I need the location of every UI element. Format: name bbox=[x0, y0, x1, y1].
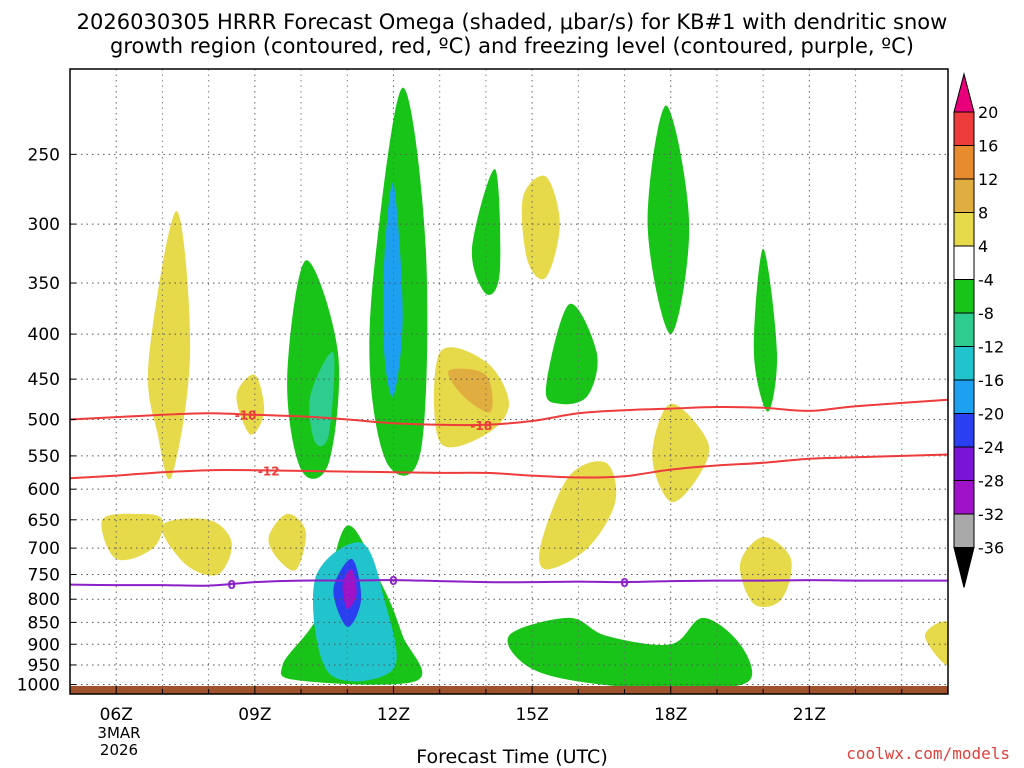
y-tick-label-800: 800 bbox=[28, 590, 60, 610]
omega-region-8 bbox=[652, 403, 710, 503]
colorbar-label-7: -12 bbox=[978, 338, 1004, 357]
colorbar-swatch-4 bbox=[953, 212, 975, 247]
x-date-year: 2026 bbox=[99, 741, 139, 759]
omega-region-0 bbox=[147, 211, 191, 480]
colorbar-bottom-triangle bbox=[953, 547, 975, 588]
omega-region-9 bbox=[739, 537, 792, 608]
colorbar-label-4: 4 bbox=[978, 237, 988, 256]
omega-region-6 bbox=[521, 175, 560, 280]
colorbar-label-9: -20 bbox=[978, 405, 1004, 424]
colorbar-swatch-10 bbox=[953, 413, 975, 448]
x-date-month: 3MAR bbox=[97, 724, 141, 742]
contour-label-1-0: -12 bbox=[258, 464, 280, 478]
omega-region-16 bbox=[647, 105, 690, 335]
contour-line-0 bbox=[70, 398, 948, 427]
colorbar-label-2: 12 bbox=[978, 170, 998, 189]
x-axis-label: Forecast Time (UTC) bbox=[416, 746, 608, 768]
colorbar-swatch-8 bbox=[953, 346, 975, 381]
contour-layer: -18 -18 -12 0 0 0 bbox=[70, 398, 948, 592]
x-tick-label-12Z: 12Z bbox=[377, 705, 410, 725]
y-tick-label-550: 550 bbox=[28, 447, 60, 467]
colorbar-label-12: -32 bbox=[978, 505, 1004, 524]
y-axis: 2503003504004505005506006507007508008509… bbox=[17, 145, 76, 696]
y-tick-label-700: 700 bbox=[28, 539, 60, 559]
colorbar-label-8: -16 bbox=[978, 371, 1004, 390]
omega-region-15 bbox=[545, 303, 598, 405]
y-tick-label-500: 500 bbox=[28, 410, 60, 430]
omega-region-17 bbox=[753, 248, 778, 412]
y-tick-label-600: 600 bbox=[28, 480, 60, 500]
colorbar-label-1: 16 bbox=[978, 137, 998, 156]
x-axis: 06Z 09Z 12Z 15Z 18Z 21Z bbox=[100, 686, 903, 725]
omega-region-4 bbox=[268, 513, 306, 571]
colorbar-swatch-12 bbox=[953, 480, 975, 515]
colorbar-label-13: -36 bbox=[978, 539, 1004, 558]
grid-layer bbox=[70, 69, 948, 694]
source-credit: coolwx.com/models bbox=[846, 744, 1010, 763]
colorbar-swatch-5 bbox=[953, 245, 975, 280]
colorbar-label-10: -24 bbox=[978, 438, 1004, 457]
contour-line-2 bbox=[70, 579, 948, 587]
y-tick-label-1000: 1000 bbox=[17, 676, 60, 696]
contour-line-1 bbox=[70, 453, 948, 480]
y-tick-label-400: 400 bbox=[28, 325, 60, 345]
contour-label-0-1: -18 bbox=[470, 419, 492, 433]
colorbar: 20 16 12 8 4 -4 -8 -12 -16 -20 -24 -28 -32 -36 bbox=[953, 72, 1004, 588]
omega-region-1 bbox=[101, 513, 164, 561]
colorbar-swatch-9 bbox=[953, 379, 975, 414]
y-tick-label-450: 450 bbox=[28, 370, 60, 390]
omega-region-19 bbox=[507, 617, 753, 689]
y-tick-label-900: 900 bbox=[28, 635, 60, 655]
omega-region-2 bbox=[161, 518, 232, 576]
colorbar-swatch-7 bbox=[953, 312, 975, 347]
chart-title-line-1: 2026030305 HRRR Forecast Omega (shaded, … bbox=[76, 10, 948, 34]
plot-frame bbox=[69, 68, 949, 695]
colorbar-swatch-3 bbox=[953, 178, 975, 213]
omega-region-14 bbox=[471, 169, 501, 296]
x-tick-label-18Z: 18Z bbox=[654, 705, 687, 725]
omega-region-22 bbox=[383, 182, 403, 397]
x-tick-label-21Z: 21Z bbox=[793, 705, 826, 725]
omega-region-10 bbox=[924, 621, 948, 665]
omega-region-7 bbox=[539, 461, 617, 570]
contour-label-2-1: 0 bbox=[389, 574, 397, 588]
colorbar-label-0: 20 bbox=[978, 103, 998, 122]
x-tick-label-15Z: 15Z bbox=[515, 705, 548, 725]
y-tick-label-750: 750 bbox=[28, 566, 60, 586]
colorbar-label-5: -4 bbox=[978, 271, 994, 290]
chart-title-line-2: growth region (contoured, red, ºC) and f… bbox=[110, 34, 914, 58]
colorbar-label-11: -28 bbox=[978, 472, 1004, 491]
colorbar-swatch-11 bbox=[953, 446, 975, 481]
y-tick-label-250: 250 bbox=[28, 145, 60, 165]
colorbar-swatch-2 bbox=[953, 145, 975, 180]
colorbar-swatch-13 bbox=[953, 513, 975, 548]
y-tick-label-650: 650 bbox=[28, 511, 60, 531]
omega-region-20 bbox=[309, 351, 335, 447]
colorbar-top-triangle bbox=[953, 72, 975, 113]
omega-shading-layer bbox=[101, 87, 948, 689]
colorbar-label-6: -8 bbox=[978, 304, 994, 323]
y-tick-label-850: 850 bbox=[28, 613, 60, 633]
omega-region-11 bbox=[448, 368, 493, 413]
contour-label-0-0: -18 bbox=[235, 409, 257, 423]
y-tick-label-350: 350 bbox=[28, 274, 60, 294]
y-tick-label-950: 950 bbox=[28, 656, 60, 676]
x-tick-label-06Z: 06Z bbox=[100, 705, 133, 725]
contour-label-2-2: 0 bbox=[620, 576, 628, 590]
omega-region-3 bbox=[236, 374, 265, 435]
colorbar-swatch-1 bbox=[953, 111, 975, 146]
ground-surface-band bbox=[70, 686, 948, 694]
y-tick-label-300: 300 bbox=[28, 215, 60, 235]
contour-label-2-0: 0 bbox=[228, 578, 236, 592]
colorbar-swatch-6 bbox=[953, 279, 975, 314]
x-tick-label-09Z: 09Z bbox=[238, 705, 271, 725]
colorbar-label-3: 8 bbox=[978, 204, 988, 223]
